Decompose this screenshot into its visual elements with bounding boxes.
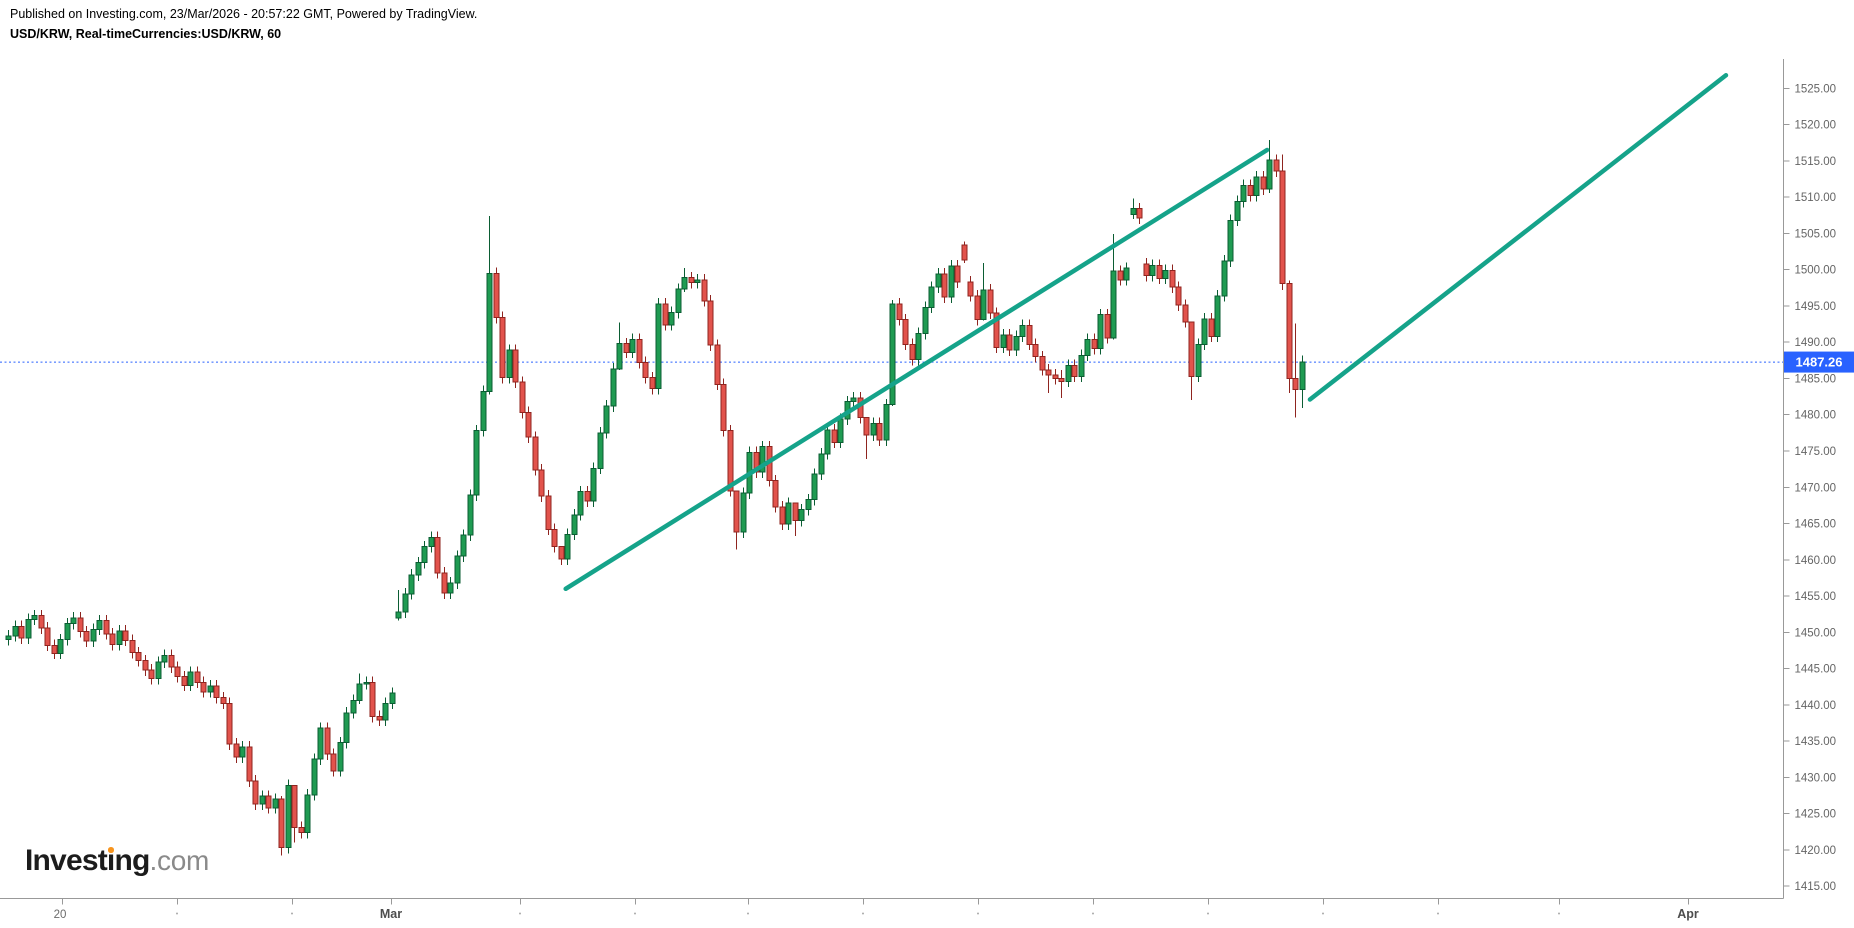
svg-text:1500.00: 1500.00 (1795, 265, 1837, 277)
svg-text:1420.00: 1420.00 (1795, 845, 1837, 857)
svg-text:1440.00: 1440.00 (1795, 700, 1837, 712)
svg-text:1525.00: 1525.00 (1795, 83, 1837, 95)
svg-text:1480.00: 1480.00 (1795, 410, 1837, 422)
svg-text:1470.00: 1470.00 (1795, 482, 1837, 494)
trend-line-2[interactable] (1307, 73, 1729, 402)
logo-orange-dot-i: ı (106, 844, 115, 877)
instrument-line: USD/KRW, Real-timeCurrencies:USD/KRW, 60 (10, 27, 282, 41)
svg-text:1520.00: 1520.00 (1795, 120, 1837, 132)
svg-text:1460.00: 1460.00 (1795, 555, 1837, 567)
svg-text:1425.00: 1425.00 (1795, 809, 1837, 821)
candlestick-series (5, 139, 1306, 856)
time-axis-labels: 20 Mar Apr (54, 898, 1699, 921)
svg-text:1465.00: 1465.00 (1795, 519, 1837, 531)
logo-text-com: .com (149, 845, 210, 876)
svg-text:Apr: Apr (1677, 907, 1699, 921)
svg-text:20: 20 (54, 909, 67, 921)
svg-text:1495.00: 1495.00 (1795, 301, 1837, 313)
logo-text-ng: ng (114, 844, 150, 877)
published-line: Published on Investing.com, 23/Mar/2026 … (10, 7, 478, 21)
svg-text:1485.00: 1485.00 (1795, 373, 1837, 385)
svg-text:1505.00: 1505.00 (1795, 228, 1837, 240)
svg-text:Mar: Mar (380, 907, 402, 921)
svg-text:1487.26: 1487.26 (1796, 355, 1843, 370)
svg-text:1490.00: 1490.00 (1795, 337, 1837, 349)
price-axis-labels: 1415.00 1420.00 1425.00 1430.00 1435.00 1440.… (1783, 83, 1837, 893)
last-price-badge: 1487.26 (1784, 351, 1854, 373)
svg-text:1445.00: 1445.00 (1795, 664, 1837, 676)
svg-text:1430.00: 1430.00 (1795, 772, 1837, 784)
axes (0, 59, 1784, 899)
logo-text-invest: Invest (25, 844, 108, 877)
trend-line-1[interactable] (563, 147, 1270, 592)
svg-text:1510.00: 1510.00 (1795, 192, 1837, 204)
svg-text:1415.00: 1415.00 (1795, 881, 1837, 893)
svg-text:1475.00: 1475.00 (1795, 446, 1837, 458)
svg-text:1435.00: 1435.00 (1795, 736, 1837, 748)
investing-logo: Investı ng.com (25, 844, 209, 878)
svg-text:1515.00: 1515.00 (1795, 156, 1837, 168)
svg-text:1455.00: 1455.00 (1795, 591, 1837, 603)
svg-text:1450.00: 1450.00 (1795, 627, 1837, 639)
logo-orange-dot-icon (108, 847, 114, 853)
